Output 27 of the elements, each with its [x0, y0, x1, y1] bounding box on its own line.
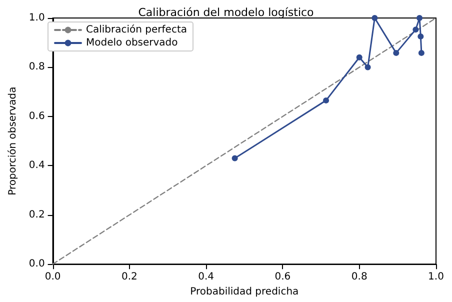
y-tick-label: 1.0 [28, 12, 45, 24]
x-tick-label: 0.6 [274, 272, 291, 283]
x-tick-label: 0.0 [44, 272, 61, 283]
x-tick-label: 0.4 [198, 272, 214, 283]
x-tick-label: 1.0 [428, 272, 444, 283]
y-tick-label: 0.6 [28, 110, 45, 122]
point [418, 33, 424, 40]
chart-title: Calibración del modelo logístico [138, 6, 314, 19]
point [356, 54, 362, 60]
point [323, 97, 330, 104]
point [364, 64, 371, 70]
x-axis-title: Probabilidad predicha [190, 286, 299, 298]
y-tick-label: 0.4 [28, 160, 45, 172]
point [412, 26, 419, 33]
y-tick-label: 0.0 [28, 258, 45, 270]
legend-label: Calibración perfecta [86, 24, 187, 36]
legend-label: Modelo observado [86, 38, 178, 48]
point [393, 50, 400, 56]
point [416, 15, 423, 21]
y-axis-title: Proporción observada [8, 86, 18, 196]
y-tick-label: 0.8 [28, 62, 45, 73]
x-tick-label: 0.2 [121, 272, 138, 283]
point [418, 50, 424, 56]
point [372, 15, 378, 21]
point [232, 155, 238, 162]
y-tick-label: 0.2 [28, 209, 45, 220]
x-tick-label: 0.8 [351, 272, 368, 283]
